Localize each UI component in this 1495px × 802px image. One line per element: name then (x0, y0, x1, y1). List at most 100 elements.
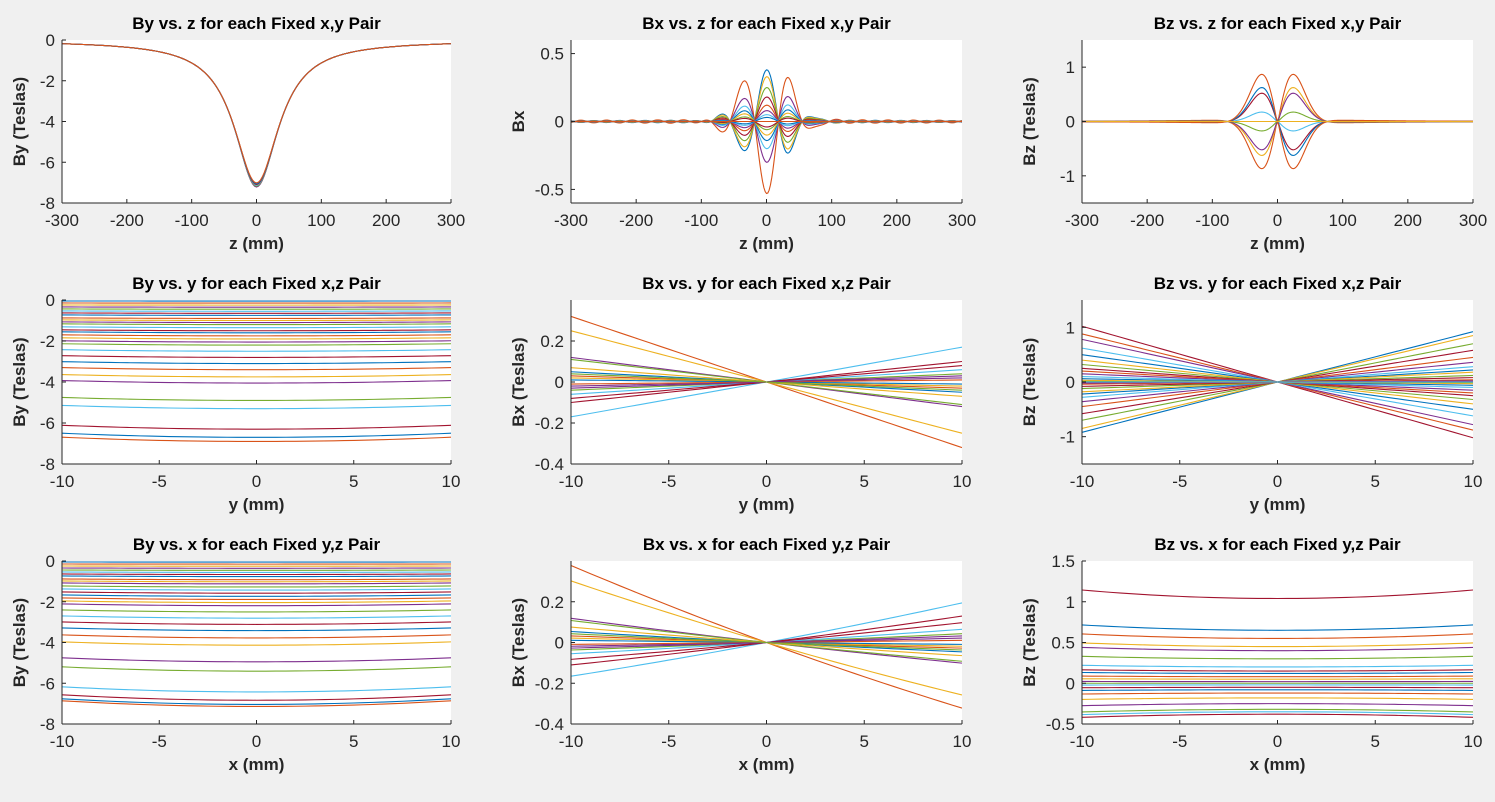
x-tick-label: 300 (948, 211, 976, 230)
x-tick-label: -10 (559, 732, 584, 751)
series-group (571, 69, 962, 195)
y-tick-label: -2 (40, 332, 55, 351)
x-tick-label: 200 (372, 211, 400, 230)
x-tick-label: -5 (1172, 732, 1187, 751)
x-tick-label: 10 (953, 472, 972, 491)
y-tick-label: -0.5 (535, 180, 564, 199)
series-line-25 (62, 396, 451, 402)
chart-title: Bx vs. z for each Fixed x,y Pair (642, 14, 891, 33)
chart-bx_x: -10 -5 0 5 10 -0.4 -0.2 0 0.2 Bx vs. x for each F… (509, 535, 971, 774)
series-line-14 (62, 594, 451, 597)
series-line-17 (62, 603, 451, 607)
series-line-6 (62, 573, 451, 576)
x-axis-label: z (mm) (1250, 234, 1305, 253)
y-tick-label: -6 (40, 414, 55, 433)
chart-by_z: -300 -200 -100 0 100 200 300 -8 -6 -4 -2 0 By vs. z … (10, 14, 465, 253)
x-tick-label: 0 (762, 211, 771, 230)
series-line-19 (62, 349, 451, 352)
chart-title: By vs. x for each Fixed y,z Pair (133, 535, 381, 554)
chart-by_x: -10 -5 0 5 10 -8 -6 -4 -2 0 By vs. x for each Fixe… (10, 535, 460, 774)
series-line-5 (62, 43, 451, 184)
series-line-6 (1082, 664, 1473, 668)
series-line-20 (62, 355, 451, 358)
y-tick-label: -2 (40, 593, 55, 612)
series-line-25 (62, 666, 451, 672)
series-line-24 (62, 657, 451, 663)
x-tick-label: -10 (1070, 732, 1095, 751)
x-tick-label: -5 (152, 472, 167, 491)
y-tick-label: 1.5 (1051, 552, 1075, 571)
y-tick-label: 1 (1066, 318, 1075, 337)
series-line-21 (62, 361, 451, 365)
y-tick-label: 0.5 (1051, 634, 1075, 653)
series-line-7 (62, 575, 451, 578)
series-line-22 (62, 367, 451, 371)
series-line-26 (62, 686, 451, 693)
x-tick-label: -10 (50, 472, 75, 491)
series-line-16 (62, 600, 451, 604)
y-tick-label: -8 (40, 455, 55, 474)
y-tick-label: 0 (46, 552, 55, 571)
series-line-17 (1082, 697, 1473, 700)
series-line-20 (1082, 711, 1473, 716)
y-tick-label: -0.4 (535, 455, 564, 474)
y-tick-label: 0 (555, 634, 564, 653)
x-axis-label: y (mm) (739, 495, 795, 514)
y-tick-label: 0 (46, 291, 55, 310)
x-tick-label: -200 (1130, 211, 1164, 230)
y-tick-label: 0 (1066, 674, 1075, 693)
series-line-18 (62, 609, 451, 613)
series-line-17 (571, 633, 962, 651)
y-axis-label: Bx (Teslas) (509, 337, 528, 426)
x-tick-label: 10 (1464, 472, 1483, 491)
series-line-3 (1082, 642, 1473, 648)
x-tick-label: 5 (1371, 732, 1380, 751)
chart-bz_z: -300 -200 -100 0 100 200 300 -1 0 1 Bz vs. z for e… (1020, 14, 1487, 253)
series-line-13 (62, 329, 451, 332)
x-tick-label: -10 (559, 472, 584, 491)
chart-bz_x: -10 -5 0 5 10 -0.5 0 0.5 1 1.5 Bz vs. x for each F… (1020, 535, 1482, 774)
x-tick-label: -10 (50, 732, 75, 751)
x-tick-label: 10 (953, 732, 972, 751)
chart-bx_z: -300 -200 -100 0 100 200 300 -0.5 0 0.5 Bx vs. z f… (509, 14, 976, 253)
y-tick-label: 0 (1066, 113, 1075, 132)
x-tick-label: 0 (762, 732, 771, 751)
y-axis-label: Bx (509, 110, 528, 132)
y-tick-label: -4 (40, 113, 55, 132)
series-line-13 (62, 591, 451, 594)
y-tick-label: 0 (1066, 373, 1075, 392)
x-tick-label: 10 (442, 732, 461, 751)
x-axis-label: x (mm) (229, 755, 285, 774)
y-tick-label: -1 (1060, 428, 1075, 447)
series-line-9 (62, 580, 451, 583)
x-tick-label: 100 (307, 211, 335, 230)
x-tick-label: 5 (860, 732, 869, 751)
series-line-17 (62, 340, 451, 343)
x-tick-label: 300 (437, 211, 465, 230)
x-tick-label: 0 (1273, 211, 1282, 230)
x-tick-label: 0 (252, 211, 261, 230)
series-group (62, 561, 451, 708)
series-line-16 (62, 337, 451, 340)
series-line-10 (62, 582, 451, 585)
series-line-1 (1082, 624, 1473, 631)
series-line-9 (1082, 675, 1473, 678)
chart-title: Bz vs. y for each Fixed x,z Pair (1154, 274, 1402, 293)
series-line-12 (62, 326, 451, 329)
x-tick-label: 5 (349, 472, 358, 491)
y-tick-label: 0 (555, 373, 564, 392)
y-tick-label: 0 (46, 31, 55, 50)
plot-area (62, 40, 451, 203)
series-line-18 (1082, 703, 1473, 707)
y-axis-label: Bz (Teslas) (1020, 338, 1039, 427)
series-line-7 (1082, 669, 1473, 672)
y-tick-label: -4 (40, 373, 55, 392)
y-tick-label: -1 (1060, 167, 1075, 186)
series-line-10 (62, 321, 451, 324)
series-line-11 (62, 323, 451, 326)
y-tick-label: -6 (40, 674, 55, 693)
x-tick-label: -200 (619, 211, 653, 230)
series-line-24 (62, 379, 451, 384)
y-tick-label: -0.5 (1046, 715, 1075, 734)
series-line-21 (62, 627, 451, 632)
